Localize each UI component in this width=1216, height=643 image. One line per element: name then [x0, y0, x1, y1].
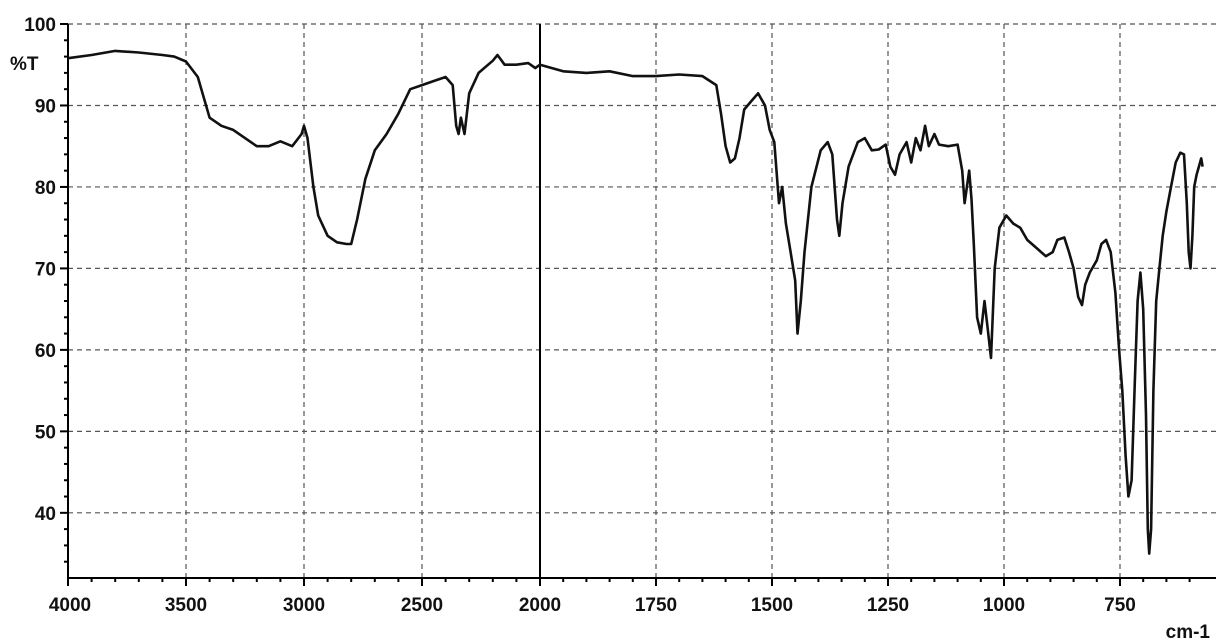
- x-tick-label: 3000: [283, 595, 325, 616]
- axes-layer: [67, 24, 1216, 579]
- x-tick-label: 1000: [983, 595, 1025, 616]
- x-tick-label: 3500: [165, 595, 207, 616]
- y-tick-label: 90: [35, 96, 56, 117]
- x-tick-label: 750: [1104, 595, 1136, 616]
- y-tick-label: 50: [35, 422, 56, 443]
- trace-layer: [67, 49, 1204, 555]
- y-axis-label: %T: [10, 54, 39, 75]
- x-tick-label: 1750: [635, 595, 677, 616]
- y-tick-label: 40: [35, 504, 56, 525]
- y-tick-label: 60: [35, 341, 56, 362]
- x-axis-label: cm-1: [1166, 622, 1211, 643]
- x-tick-label: 2500: [401, 595, 443, 616]
- y-tick-label: 100: [24, 15, 56, 36]
- spectrum-trace: [67, 49, 1204, 555]
- y-tick-label: 80: [35, 178, 56, 199]
- grid-layer: [68, 23, 1216, 578]
- x-tick-label: 1250: [867, 595, 909, 616]
- x-tick-label: 4000: [49, 595, 91, 616]
- y-tick-label: 70: [35, 259, 56, 280]
- x-tick-label: 2000: [519, 595, 561, 616]
- x-tick-label: 1500: [751, 595, 793, 616]
- ticks-layer: 40 50 60 70 80 90 100 4000 3500 3000 2500 2000 1750 1…: [24, 15, 1191, 616]
